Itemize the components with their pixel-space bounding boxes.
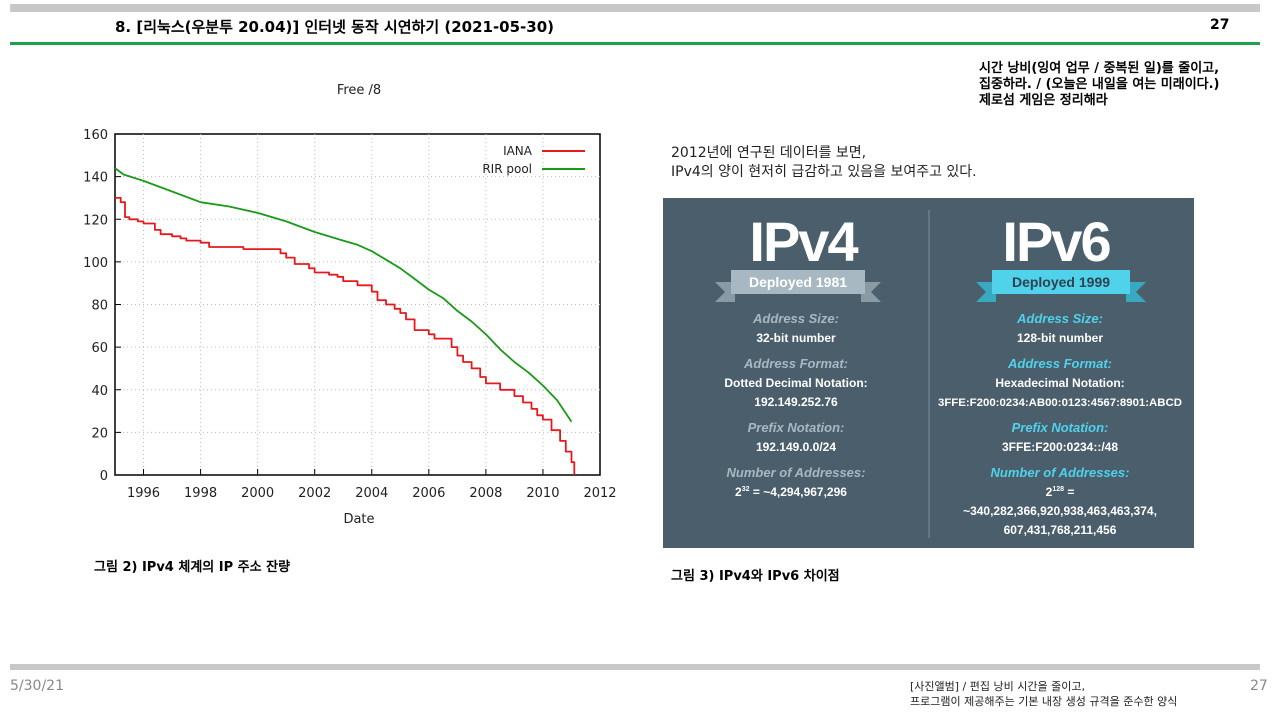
ipv4-number-value: 232 = ~4,294,967,296 [735,485,847,499]
x-tick-label-1996: 1996 [127,486,160,501]
ipv6-deployed-text: Deployed 1999 [1012,274,1110,290]
legend-label-rir-pool: RIR pool [482,162,532,176]
y-tick-label-40: 40 [91,384,108,399]
ipv4-number-exponent: 32 [742,486,750,493]
legend-label-iana: IANA [503,144,533,158]
ipv6-number-value: 2128 = [1046,485,1075,499]
ipv4-deployed-text: Deployed 1981 [749,274,847,290]
ipv6-number-value-line-2: 607,431,768,211,456 [1004,523,1117,537]
footer-date: 5/30/21 [10,678,64,694]
ipv4-ribbon-left [715,282,735,302]
ipv6-logo: IPv6 [1002,210,1110,273]
slide-title: 8. [리눅스(우분투 20.04)] 인터넷 동작 시연하기 (2021-05… [115,18,554,36]
x-tick-label-2010: 2010 [526,486,559,501]
ipv6-number-label: Number of Addresses: [991,465,1130,480]
x-tick-label-2000: 2000 [241,486,274,501]
ipv4-prefix-label: Prefix Notation: [748,420,845,435]
ipv6-address-format-label: Address Format: [1007,356,1112,371]
x-tick-label-2012: 2012 [583,486,616,501]
bottom-divider-bar [10,664,1260,670]
footer-note: [사진앨범] / 편집 낭비 시간을 줄이고, 프로그램이 제공해주는 기본 내… [910,679,1177,709]
ipv4-prefix-value: 192.149.0.0/24 [756,440,836,454]
series-line-rir-pool [114,167,573,423]
ipv4-logo: IPv4 [749,210,858,273]
y-tick-label-160: 160 [83,128,108,143]
figure-2-caption: 그림 2) IPv4 체계의 IP 주소 잔량 [94,560,291,575]
series-line-iana [115,197,576,475]
y-tick-label-0: 0 [100,469,108,484]
motto-line-3: 제로섬 게임은 정리해라 [979,93,1108,108]
ipv6-ribbon-left [976,282,996,302]
ipv4-deployed-banner [731,270,865,294]
x-tick-label-1998: 1998 [184,486,217,501]
ipv6-address-size-label: Address Size: [1016,311,1103,326]
x-axis-label: Date [343,512,374,527]
ipv4-address-size-label: Address Size: [752,311,839,326]
chart-title: Free /8 [337,83,381,98]
figure-3-caption: 그림 3) IPv4와 IPv6 차이점 [671,569,840,584]
footer-page-number: 27 [1250,678,1268,694]
motto-quote: 시간 낭비(잉여 업무 / 중복된 일)를 줄이고, 집중하라. / (오늘은 … [979,61,1269,109]
y-tick-label-100: 100 [83,256,108,271]
header-page-number: 27 [1210,17,1230,33]
y-tick-label-140: 140 [83,171,108,186]
ipv6-number-exponent: 128 [1052,486,1064,493]
ipv4-free-pool-chart: Free /8 0 20 40 60 80 100 120 140 160 1996 1998 20… [70,76,630,536]
ipv6-number-rest: = [1064,485,1074,499]
ipv4-address-size-value: 32-bit number [756,331,836,345]
header-underline [10,42,1260,45]
ipv6-number-value-line-1: ~340,282,366,920,938,463,463,374, [963,504,1157,518]
x-tick-label-2002: 2002 [298,486,331,501]
ipv6-address-size-value: 128-bit number [1017,331,1103,345]
motto-line-1: 시간 낭비(잉여 업무 / 중복된 일)를 줄이고, [979,61,1220,76]
y-tick-label-20: 20 [91,426,108,441]
ipv4-vs-ipv6-infographic: IPv4 Deployed 1981 Address Size: 32-bit … [663,198,1194,548]
chart-legend: IANA RIR pool [482,144,585,176]
series-lines [114,167,576,475]
ipv6-prefix-label: Prefix Notation: [1012,420,1109,435]
ipv4-column: IPv4 Deployed 1981 Address Size: 32-bit … [715,210,881,499]
x-tick-label-2006: 2006 [412,486,445,501]
motto-line-2: 집중하라. / (오늘은 내일을 여는 미래이다.) [979,77,1220,92]
y-tick-label-120: 120 [83,213,108,228]
y-tick-label-60: 60 [91,341,108,356]
ipv4-address-format-value-2: 192.149.252.76 [754,395,838,409]
footer-note-line-2: 프로그램이 제공해주는 기본 내장 생성 규격을 준수한 양식 [910,695,1178,708]
ipv6-column: IPv6 Deployed 1999 Address Size: 128-bit… [938,210,1182,537]
ipv6-prefix-value: 3FFE:F200:0234::/48 [1002,440,1118,454]
ipv6-ribbon-right [1126,282,1146,302]
ipv4-number-label: Number of Addresses: [727,465,866,480]
ipv6-address-format-value-2: 3FFE:F200:0234:AB00:0123:4567:8901:ABCD [938,397,1182,409]
y-tick-label-80: 80 [91,299,108,314]
ipv4-number-rest: = ~4,294,967,296 [750,485,848,499]
x-tick-label-2004: 2004 [355,486,388,501]
x-axis-ticks: 1996 1998 2000 2002 2004 2006 2008 2010 2012 [127,469,617,501]
ipv6-address-format-value-1: Hexadecimal Notation: [995,376,1124,390]
footer-note-line-1: [사진앨범] / 편집 낭비 시간을 줄이고, [910,680,1085,693]
intro-line-1: 2012년에 연구된 데이터를 보면, [671,145,867,161]
ipv4-address-format-value-1: Dotted Decimal Notation: [724,376,867,390]
ipv4-ribbon-right [861,282,881,302]
intro-text: 2012년에 연구된 데이터를 보면, IPv4의 양이 현저히 급감하고 있음… [671,144,977,182]
x-tick-label-2008: 2008 [469,486,502,501]
top-divider-bar [10,4,1260,12]
grid-lines [115,134,600,475]
intro-line-2: IPv4의 양이 현저히 급감하고 있음을 보여주고 있다. [671,164,977,180]
ipv6-number-base: 2 [1046,485,1053,499]
y-axis-ticks: 0 20 40 60 80 100 120 140 160 [83,128,121,484]
ipv6-deployed-banner [992,270,1130,294]
ipv4-number-base: 2 [735,485,742,499]
ipv4-address-format-label: Address Format: [743,356,848,371]
